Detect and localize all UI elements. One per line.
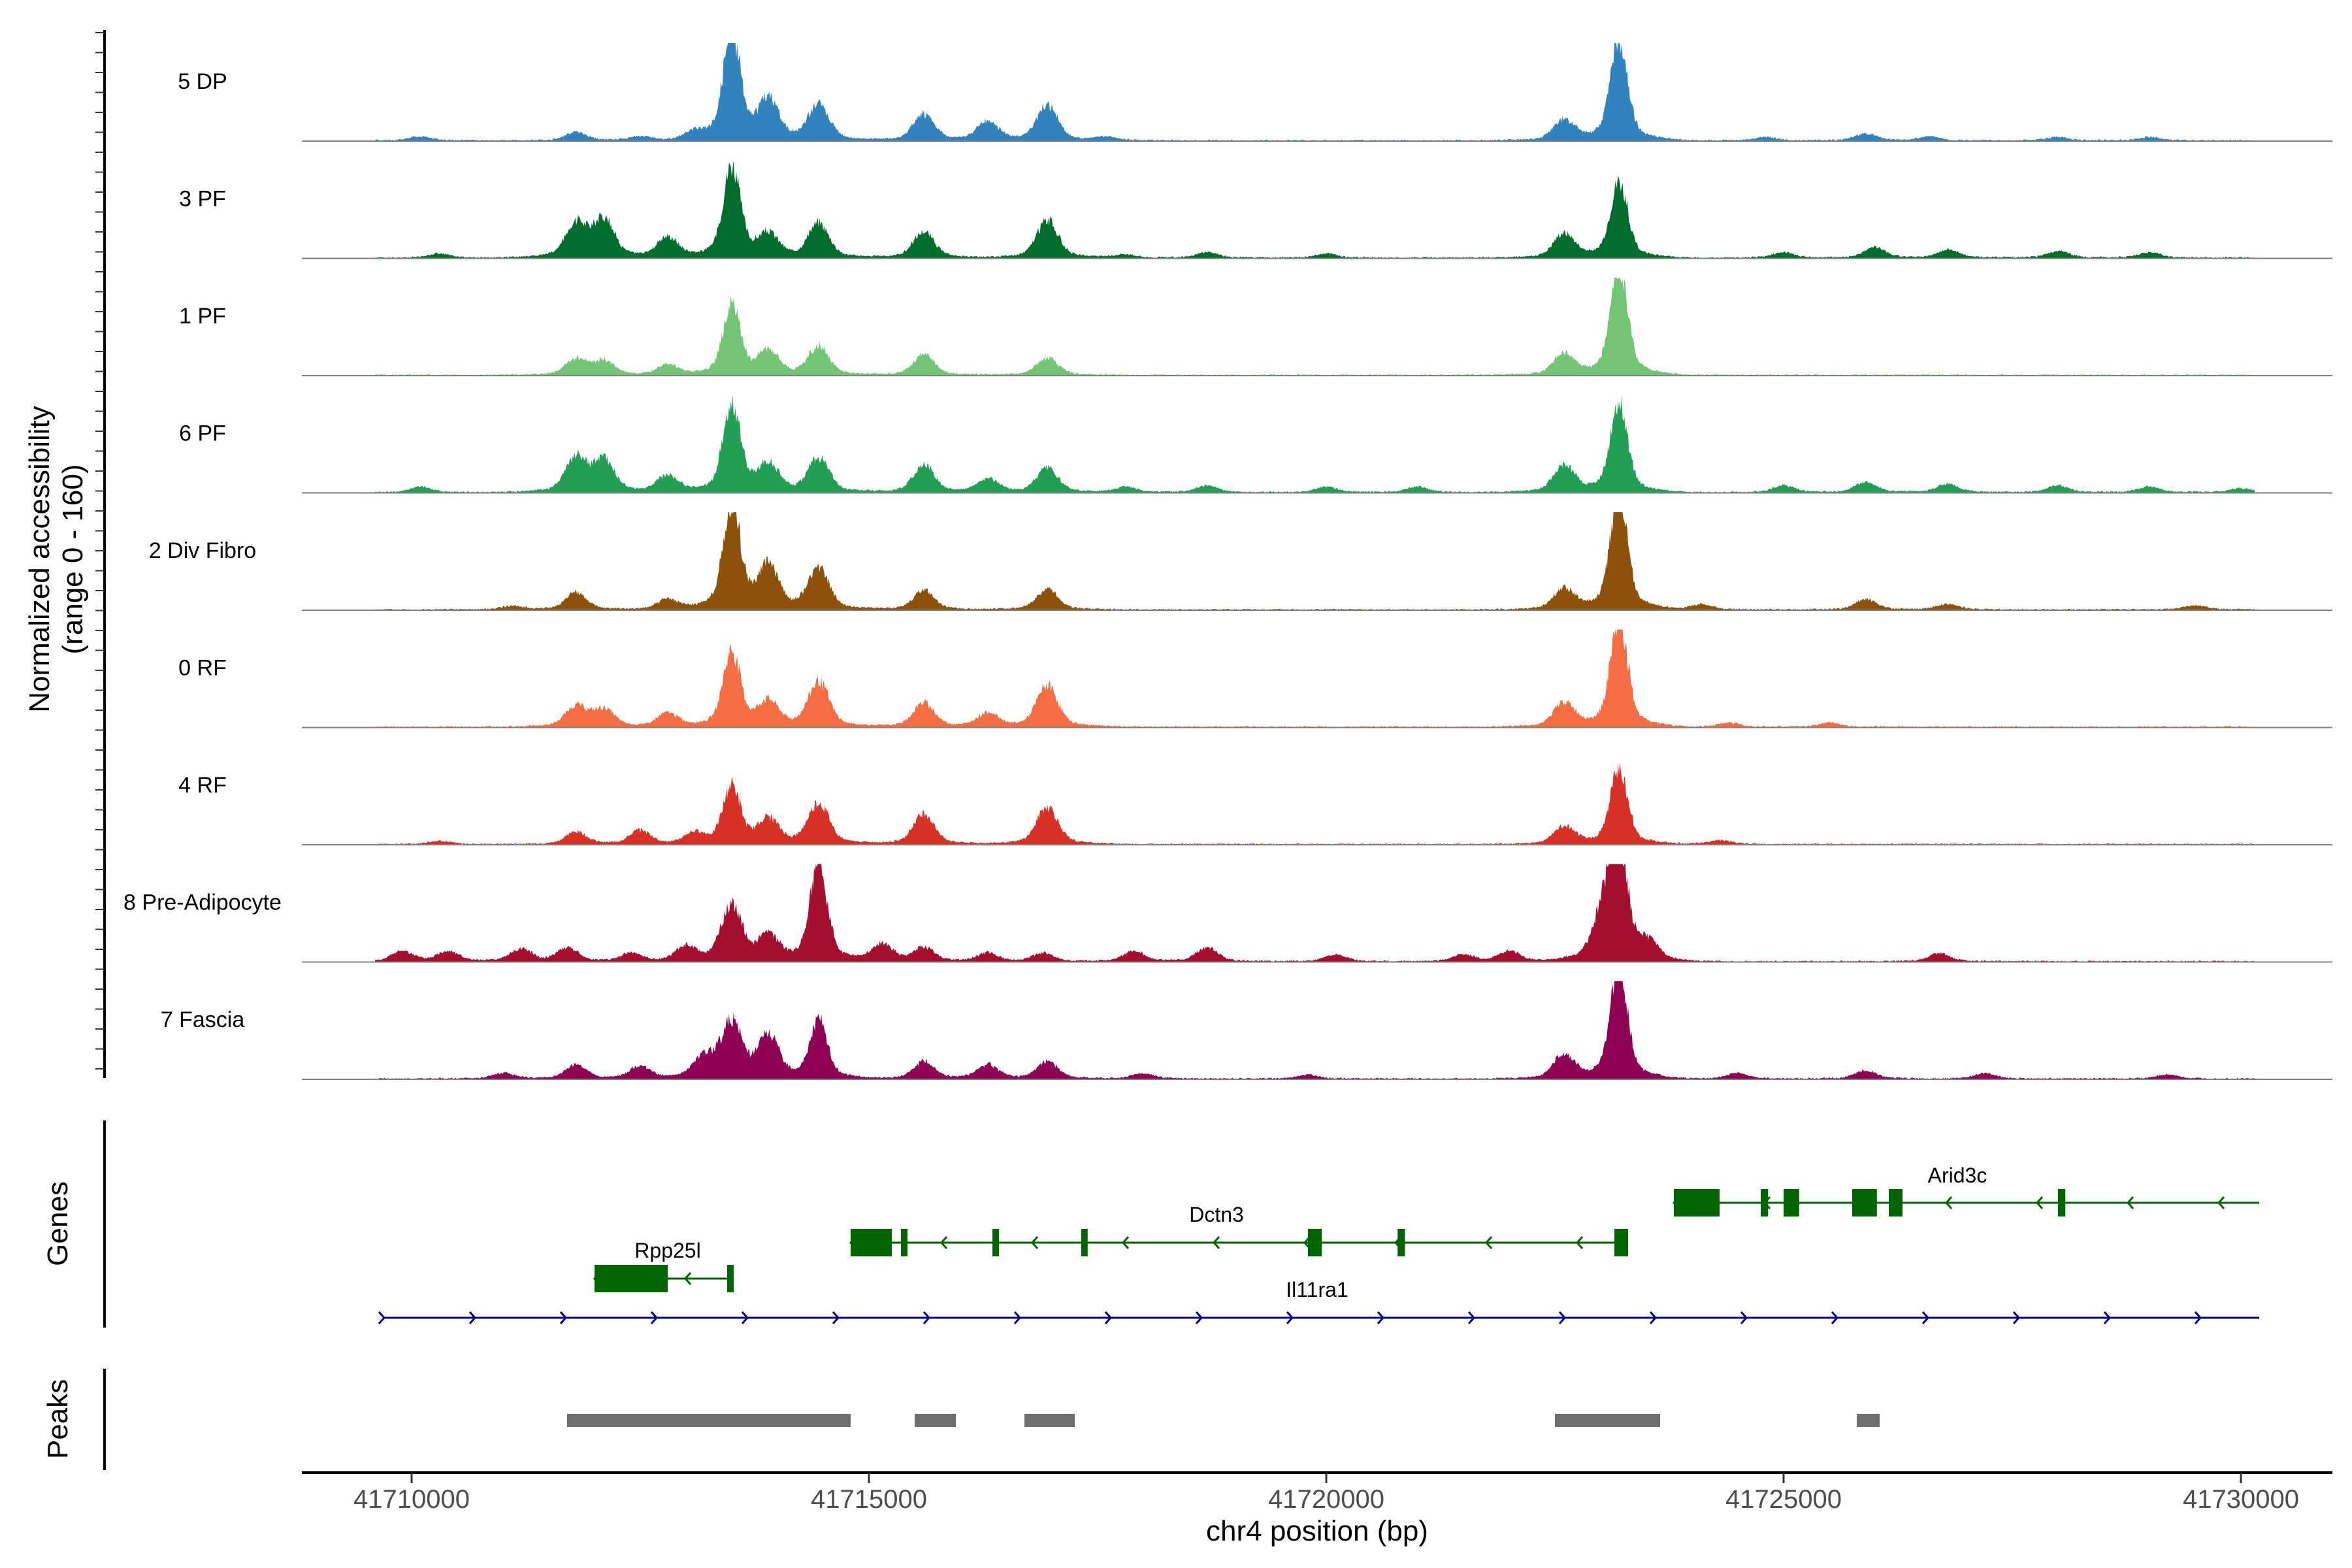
track-8-pre-adipocyte: 8 Pre-Adipocyte	[123, 864, 2332, 963]
track-label: 1 PF	[179, 304, 226, 329]
strand-arrow	[1575, 1236, 1584, 1249]
peak-track	[567, 1414, 1880, 1427]
strand-arrow	[741, 1311, 749, 1324]
x-tick-label: 41715000	[811, 1485, 927, 1514]
x-axis-ticks: 41710000 41715000 41720000 41725000 41730000	[353, 1473, 2299, 1514]
strand-arrow	[1944, 1196, 1953, 1209]
track-7-fascia: 7 Fascia	[161, 981, 2332, 1080]
peak-region	[1555, 1414, 1660, 1427]
gene-dctn3: Dctn3	[849, 1203, 1628, 1256]
strand-arrow	[1013, 1311, 1022, 1324]
gene-label: Dctn3	[1189, 1203, 1244, 1226]
strand-arrow	[1377, 1311, 1385, 1324]
strand-arrow	[378, 1311, 386, 1324]
x-tick-label: 41710000	[353, 1485, 470, 1514]
exon	[901, 1229, 907, 1256]
track-4-rf: 4 RF	[178, 762, 2332, 845]
strand-arrow	[923, 1311, 931, 1324]
strand-arrow	[683, 1272, 692, 1285]
peak-region	[1024, 1414, 1075, 1427]
track-0-rf: 0 RF	[178, 629, 2332, 728]
track-label: 3 PF	[179, 187, 226, 212]
exon	[727, 1265, 734, 1292]
exon	[1852, 1189, 1877, 1217]
gene-track: Arid3c Dctn3 Rpp25l Il11ra1	[378, 1164, 2259, 1324]
peak-region	[1857, 1414, 1880, 1427]
gene-il11ra1: Il11ra1	[378, 1278, 2259, 1324]
exon	[1614, 1229, 1628, 1256]
x-axis-title: chr4 position (bp)	[1206, 1515, 1428, 1547]
gene-rpp25l: Rpp25l	[593, 1239, 734, 1292]
strand-arrow	[1831, 1311, 1839, 1324]
x-tick-label: 41720000	[1268, 1485, 1384, 1514]
track-label: 6 PF	[179, 421, 226, 446]
exon	[1761, 1189, 1769, 1217]
track-label: 2 Div Fibro	[149, 538, 256, 563]
peaks-panel-title: Peaks	[42, 1379, 74, 1459]
coverage-area	[375, 160, 2255, 259]
y-axis-range: (range 0 - 160)	[57, 464, 89, 654]
strand-arrow	[559, 1311, 568, 1324]
coverage-area	[375, 395, 2255, 493]
strand-arrow	[1649, 1311, 1658, 1324]
gene-label: Il11ra1	[1286, 1278, 1348, 1301]
coverage-tracks: 5 DP 3 PF 1 PF 6 PF 2 Div Fibro 0 RF 4 RF 8 Pre…	[123, 43, 2332, 1080]
track-label: 0 RF	[178, 656, 227, 681]
strand-arrow	[468, 1311, 477, 1324]
x-tick-label: 41725000	[1725, 1485, 1842, 1514]
strand-arrow	[1286, 1311, 1294, 1324]
strand-arrow	[1030, 1236, 1039, 1249]
strand-arrow	[1921, 1311, 1930, 1324]
strand-arrow	[2103, 1311, 2112, 1324]
strand-arrow	[1558, 1311, 1567, 1324]
exon	[1784, 1189, 1799, 1217]
exon	[1308, 1229, 1322, 1256]
strand-arrow	[2012, 1311, 2021, 1324]
track-3-pf: 3 PF	[179, 160, 2332, 259]
exon	[1889, 1189, 1903, 1217]
gene-label: Arid3c	[1928, 1164, 1987, 1187]
strand-arrow	[1195, 1311, 1203, 1324]
track-6-pf: 6 PF	[179, 395, 2332, 494]
coverage-area	[375, 864, 2255, 962]
strand-arrow	[1484, 1236, 1493, 1249]
strand-arrow	[832, 1311, 840, 1324]
exon	[2058, 1189, 2066, 1217]
peak-region	[567, 1414, 851, 1427]
strand-arrow	[1467, 1311, 1476, 1324]
strand-arrow	[939, 1236, 948, 1249]
strand-arrow	[1121, 1236, 1130, 1249]
gene-arid3c: Arid3c	[1672, 1164, 2259, 1217]
strand-arrow	[2217, 1196, 2225, 1209]
exon	[1081, 1229, 1088, 1256]
track-label: 7 Fascia	[161, 1007, 245, 1032]
y-axis-title: Normalized accessibility	[24, 406, 56, 712]
coverage-y-ticks	[95, 32, 105, 1070]
exon	[1397, 1229, 1405, 1256]
strand-arrow	[2194, 1311, 2202, 1324]
exon	[1674, 1189, 1720, 1217]
strand-arrow	[650, 1311, 659, 1324]
track-label: 5 DP	[178, 69, 227, 94]
exon	[595, 1265, 668, 1292]
x-tick-label: 41730000	[2183, 1485, 2299, 1514]
genes-panel-title: Genes	[42, 1181, 74, 1266]
strand-arrow	[1104, 1311, 1113, 1324]
track-5-dp: 5 DP	[178, 43, 2332, 142]
track-1-pf: 1 PF	[179, 278, 2332, 376]
track-2-div-fibro: 2 Div Fibro	[149, 512, 2332, 611]
track-label: 8 Pre-Adipocyte	[123, 890, 282, 915]
strand-arrow	[1212, 1236, 1220, 1249]
exon	[992, 1229, 999, 1256]
exon	[851, 1229, 892, 1256]
strand-arrow	[1740, 1311, 1748, 1324]
gene-label: Rpp25l	[634, 1239, 700, 1262]
coverage-area	[375, 629, 2255, 728]
peak-region	[915, 1414, 956, 1427]
track-label: 4 RF	[178, 773, 227, 798]
strand-arrow	[2126, 1196, 2134, 1209]
strand-arrow	[2035, 1196, 2044, 1209]
